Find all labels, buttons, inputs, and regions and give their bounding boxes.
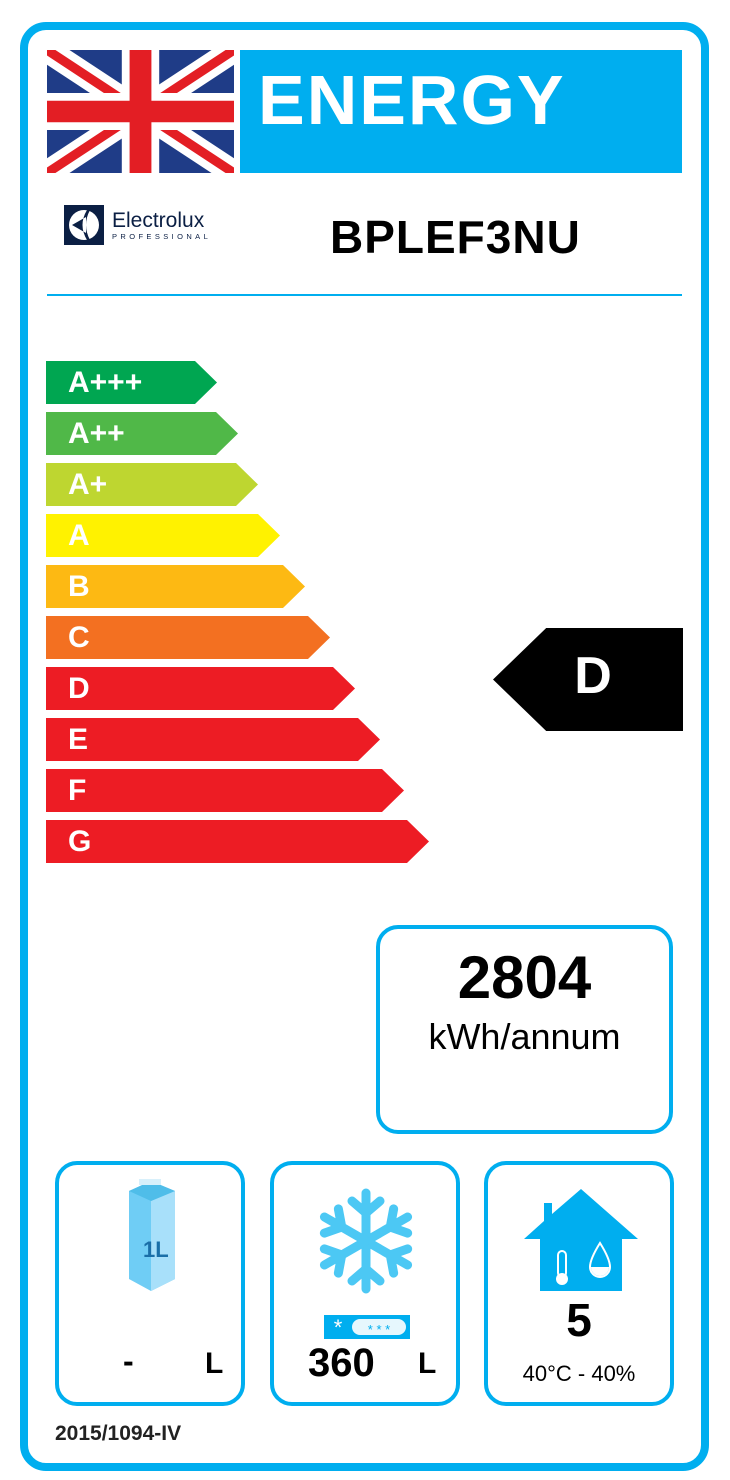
frozen-value: 360 <box>308 1341 375 1385</box>
brand-subtitle: PROFESSIONAL <box>112 231 212 241</box>
energy-class-bar-B: B <box>46 565 305 608</box>
snowflake-icon <box>316 1188 416 1295</box>
brand-name: Electrolux <box>112 208 205 232</box>
svg-text:* * *: * * * <box>368 1322 390 1337</box>
consumption-unit: kWh/annum <box>428 1016 621 1057</box>
divider <box>47 294 682 296</box>
energy-class-bar-A: A <box>46 514 280 557</box>
chilled-volume-box: 1L - L <box>55 1161 245 1406</box>
frozen-unit: L <box>418 1347 437 1380</box>
chilled-value: - <box>123 1343 134 1379</box>
energy-class-bar-F: F <box>46 769 404 812</box>
climate-condition: 40°C - 40% <box>522 1361 636 1386</box>
energy-class-bar-Aplus: A+ <box>46 463 258 506</box>
climate-class-value: 5 <box>566 1294 592 1346</box>
house-icon <box>524 1189 638 1291</box>
consumption-value: 2804 <box>457 944 592 1011</box>
energy-class-bar-D: D <box>46 667 355 710</box>
chilled-unit: L <box>205 1347 224 1380</box>
climate-class-box: 5 40°C - 40% <box>484 1161 674 1406</box>
energy-class-bar-E: E <box>46 718 380 761</box>
svg-text:*: * <box>334 1315 343 1339</box>
energy-title: ENERGY <box>240 50 682 173</box>
freezer-star-icon: * * * * <box>324 1315 410 1339</box>
consumption-box: 2804 kWh/annum <box>376 925 673 1134</box>
energy-class-bar-Aplusplusplus: A+++ <box>46 361 217 404</box>
brand-logo: Electrolux PROFESSIONAL <box>64 205 211 245</box>
carton-label: 1L <box>143 1237 169 1262</box>
electrolux-logo-icon <box>64 205 104 245</box>
energy-class-bar-G: G <box>46 820 429 863</box>
label-frame <box>20 22 709 1471</box>
model-number: BPLEF3NU <box>330 211 581 263</box>
energy-class-bar-C: C <box>46 616 330 659</box>
uk-flag-icon <box>47 50 234 173</box>
energy-class-bar-Aplusplus: A++ <box>46 412 238 455</box>
regulation-reference: 2015/1094-IV <box>55 1422 182 1445</box>
carton-icon: 1L <box>129 1179 175 1291</box>
frozen-volume-box: * * * * 360 L <box>270 1161 460 1406</box>
